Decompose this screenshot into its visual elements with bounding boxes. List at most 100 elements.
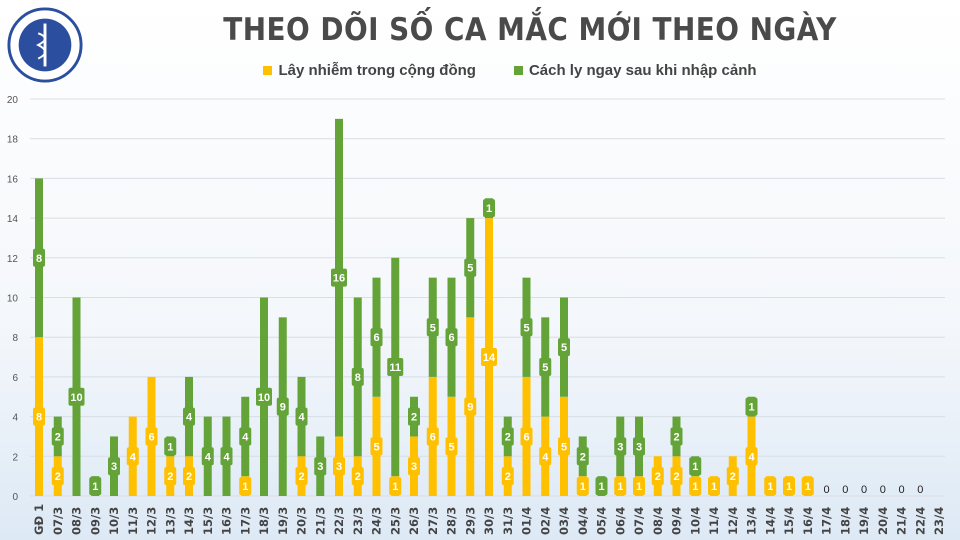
data-label-quarantine-bg (68, 387, 85, 406)
x-tick-label: 14/4 (763, 507, 777, 535)
data-label-community-bg (764, 477, 777, 496)
data-label-quarantine-bg (33, 248, 45, 267)
data-label-community: 2 (505, 471, 511, 483)
data-label-quarantine-bg (745, 397, 758, 416)
data-label-quarantine: 2 (505, 431, 511, 443)
data-label-community: 2 (298, 471, 304, 483)
x-tick-label: 21/4 (895, 507, 909, 535)
data-label-quarantine: 10 (258, 392, 270, 404)
data-label-community-bg (670, 467, 683, 486)
x-tick-label: 25/3 (388, 507, 402, 535)
data-label-community-bg (783, 477, 795, 496)
data-label-quarantine-bg (220, 447, 233, 466)
data-label-quarantine-bg (183, 407, 195, 426)
data-label-quarantine: 5 (542, 362, 548, 374)
chart-title: THEO DÕI SỐ CA MẮC MỚI THEO NGÀY (223, 12, 837, 48)
x-tick-label: 12/4 (726, 507, 740, 535)
x-tick-label: 13/3 (163, 507, 177, 535)
data-label-community: 2 (655, 471, 661, 483)
y-tick-label: 14 (7, 214, 19, 225)
x-tick-label: 05/4 (595, 507, 609, 535)
data-label-community-bg (726, 467, 739, 486)
data-label-quarantine: 3 (111, 461, 117, 473)
data-label-community-bg (708, 477, 720, 496)
data-label-community-bg (520, 427, 533, 446)
x-tick-label: 03/4 (557, 507, 571, 535)
data-label-quarantine: 1 (486, 203, 492, 215)
data-label-community: 3 (411, 461, 417, 473)
data-label-community: 2 (355, 471, 361, 483)
x-tick-label: 15/3 (201, 507, 215, 535)
data-label-quarantine: 4 (298, 412, 305, 424)
data-label-quarantine: 8 (355, 372, 361, 384)
data-label-community: 1 (805, 481, 811, 493)
data-label-quarantine-bg (164, 437, 177, 456)
x-tick-label: 07/4 (632, 507, 646, 535)
x-tick-label: 09/4 (670, 507, 684, 535)
data-label-community-bg (389, 477, 402, 496)
data-label-community: 2 (55, 471, 61, 483)
x-tick-label: 01/4 (520, 507, 534, 535)
x-tick-label: 16/3 (220, 507, 234, 535)
y-tick-label: 0 (12, 492, 18, 503)
x-tick-label: 09/3 (88, 507, 102, 535)
data-label-community: 4 (130, 451, 137, 463)
data-label-community: 1 (392, 481, 398, 493)
x-tick-label: GĐ 1 (32, 504, 46, 535)
x-tick-label: 23/4 (932, 507, 946, 535)
x-tick-label: 27/3 (426, 507, 440, 535)
x-tick-label: 26/3 (407, 507, 421, 535)
data-label-community: 1 (636, 481, 642, 493)
data-label-quarantine: 4 (186, 412, 193, 424)
data-label-quarantine: 2 (55, 431, 61, 443)
data-label-quarantine: 1 (748, 402, 754, 414)
data-label-quarantine-bg (239, 427, 252, 446)
x-tick-label: 08/3 (70, 507, 84, 535)
data-label-quarantine-bg (689, 457, 702, 476)
data-label-quarantine-bg (520, 318, 533, 337)
x-tick-label: 11/4 (707, 507, 721, 535)
x-tick-label: 10/3 (107, 507, 121, 535)
data-label-quarantine-bg (201, 447, 214, 466)
data-label-community-bg (558, 437, 570, 456)
data-label-quarantine-bg (558, 338, 570, 357)
data-label-community: 2 (673, 471, 679, 483)
y-tick-label: 20 (7, 95, 19, 106)
data-label-quarantine: 5 (430, 322, 436, 334)
legend-item-quarantine: Cách ly ngay sau khi nhập cảnh (513, 62, 757, 79)
data-label-community: 1 (767, 481, 773, 493)
x-tick-label: 02/4 (538, 507, 552, 535)
data-label-quarantine-bg (614, 437, 627, 456)
data-label-community-bg (689, 477, 702, 496)
y-tick-label: 8 (12, 333, 18, 344)
data-label-community-bg (745, 447, 758, 466)
data-label-community-bg (614, 477, 627, 496)
x-tick-label: 19/4 (857, 507, 871, 535)
x-tick-label: 18/3 (257, 507, 271, 535)
x-tick-label: 19/3 (276, 507, 290, 535)
data-label-zero: 0 (880, 484, 886, 496)
data-label-community-bg (539, 447, 552, 466)
y-tick-label: 4 (12, 413, 18, 424)
data-label-community: 5 (561, 441, 567, 453)
x-tick-label: 17/4 (820, 507, 834, 535)
data-label-quarantine-bg (408, 407, 420, 426)
data-label-community-bg (445, 437, 458, 456)
x-tick-label: 21/3 (313, 507, 327, 535)
data-label-community: 9 (467, 402, 473, 414)
data-label-community-bg (464, 397, 477, 416)
data-label-community: 6 (430, 431, 436, 443)
data-label-community: 1 (242, 481, 248, 493)
x-tick-label: 07/3 (51, 507, 65, 535)
data-label-community: 6 (148, 431, 154, 443)
data-label-community-bg (801, 477, 814, 496)
data-label-quarantine: 6 (373, 332, 379, 344)
data-label-community: 5 (448, 441, 454, 453)
data-label-community-bg (481, 348, 497, 367)
x-tick-label: 11/3 (126, 507, 140, 535)
data-label-community: 2 (730, 471, 736, 483)
x-tick-label: 15/4 (782, 507, 796, 535)
data-label-quarantine: 5 (561, 342, 567, 354)
data-label-community-bg (333, 457, 345, 476)
data-label-community-bg (408, 457, 420, 476)
